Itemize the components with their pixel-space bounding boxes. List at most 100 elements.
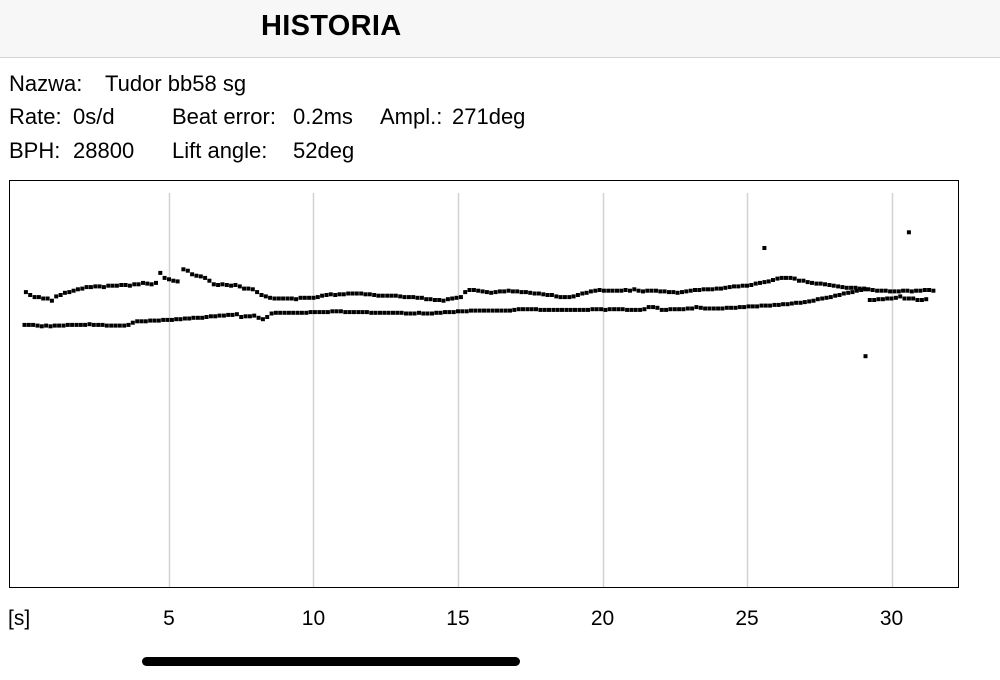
data-point-series-2 (815, 297, 820, 302)
name-value: Tudor bb58 sg (105, 71, 247, 96)
rate-value: 0s/d (73, 104, 115, 129)
data-point-series-1 (450, 296, 455, 301)
data-point-series-2 (226, 312, 231, 317)
data-point-series-2 (581, 307, 586, 312)
data-point-series-1 (771, 278, 775, 282)
data-point-series-1 (259, 293, 264, 297)
data-point-series-1 (775, 276, 780, 281)
data-point-series-1 (333, 293, 338, 297)
data-point-series-1 (246, 286, 251, 291)
data-point-series-2 (200, 315, 205, 320)
data-point-series-1 (745, 283, 749, 288)
data-point-series-1 (892, 289, 897, 294)
data-point-series-2 (490, 308, 495, 313)
data-point-series-1 (649, 288, 654, 293)
data-point-series-1 (879, 288, 884, 293)
page-title: HISTORIA (261, 10, 402, 42)
data-point-series-1 (110, 283, 115, 288)
data-point-series-1 (584, 290, 589, 295)
data-point-series-1 (515, 289, 520, 294)
data-point-series-1 (75, 287, 80, 292)
data-point-series-1 (229, 283, 234, 288)
data-point-series-1 (575, 293, 580, 297)
data-point-series-1 (523, 290, 528, 295)
data-point-series-1 (49, 298, 54, 303)
data-point-series-1 (224, 283, 229, 287)
data-point-series-1 (207, 278, 212, 283)
data-point-series-1 (441, 298, 446, 303)
data-point-series-2 (694, 305, 699, 310)
data-point-series-2 (798, 300, 803, 305)
data-point-series-2 (295, 310, 300, 315)
data-point-series-1 (723, 285, 728, 290)
beat-error-value: 0.2ms (293, 104, 353, 129)
data-point-series-2 (464, 309, 469, 314)
data-point-series-1 (736, 284, 741, 289)
data-point-series-1 (654, 288, 658, 293)
data-point-series-2 (230, 312, 235, 317)
data-point-series-1 (671, 290, 676, 295)
data-point-series-2 (668, 307, 673, 312)
home-indicator[interactable] (142, 657, 520, 666)
data-point-series-1 (71, 288, 76, 293)
data-point-series-2 (447, 310, 452, 315)
data-point-series-1 (337, 292, 342, 297)
data-point-series-1 (281, 296, 286, 301)
data-point-series-2 (811, 298, 816, 303)
data-point-series-2 (291, 310, 296, 315)
data-point-series-2 (872, 298, 877, 302)
data-point-series-2 (607, 307, 612, 312)
data-point-series-1 (792, 276, 797, 281)
data-point-series-2 (460, 309, 465, 314)
data-point-series-1 (58, 293, 63, 297)
data-point-series-2 (382, 310, 387, 315)
data-point-series-1 (167, 277, 171, 282)
data-point-series-2 (794, 300, 799, 305)
data-point-series-2 (469, 308, 473, 313)
data-point-series-2 (759, 303, 764, 308)
data-point-series-2 (208, 314, 213, 319)
data-point-series-2 (547, 307, 551, 312)
name-label: Nazwa: (9, 71, 83, 96)
data-point-series-2 (859, 288, 864, 292)
data-point-series-2 (746, 304, 751, 309)
data-point-series-2 (35, 323, 40, 328)
data-point-series-1 (645, 288, 650, 293)
data-point-series-2 (347, 310, 352, 315)
data-point-series-1 (931, 288, 936, 293)
data-point-series-2 (711, 306, 716, 311)
data-point-series-1 (927, 288, 932, 292)
data-point-series-1 (753, 281, 758, 286)
data-point-series-1 (132, 282, 137, 287)
data-point-series-2 (620, 307, 625, 312)
data-point-series-2 (26, 322, 31, 327)
data-point-series-2 (898, 294, 903, 299)
data-point-series-2 (915, 298, 920, 302)
data-point-series-2 (343, 310, 348, 315)
data-point-series-1 (136, 282, 141, 287)
data-point-series-2 (282, 310, 287, 315)
data-point-series-1 (216, 283, 221, 287)
data-point-series-2 (499, 308, 504, 313)
data-point-series-1 (545, 293, 550, 297)
data-point-series-1 (719, 286, 723, 291)
data-point-series-2 (672, 307, 677, 312)
data-point-series-1 (701, 287, 706, 292)
data-point-series-1 (567, 295, 572, 300)
data-point-series-1 (818, 281, 823, 286)
data-point-series-1 (606, 288, 611, 293)
grid-lines (168, 193, 894, 587)
data-point-series-1 (372, 293, 377, 297)
data-point-series-2 (430, 311, 434, 316)
data-point-series-1 (341, 292, 346, 297)
data-point-series-2 (568, 307, 573, 312)
data-point-series-1 (667, 290, 671, 295)
data-point-series-2 (369, 310, 374, 315)
data-point-series-2 (126, 322, 131, 327)
data-point-series-2 (122, 323, 127, 328)
data-point-series-1 (84, 285, 89, 290)
data-point-series-2 (707, 306, 712, 311)
data-point-series-2 (364, 310, 369, 315)
data-point-series-2 (378, 310, 382, 315)
data-point-series-1 (97, 284, 102, 289)
